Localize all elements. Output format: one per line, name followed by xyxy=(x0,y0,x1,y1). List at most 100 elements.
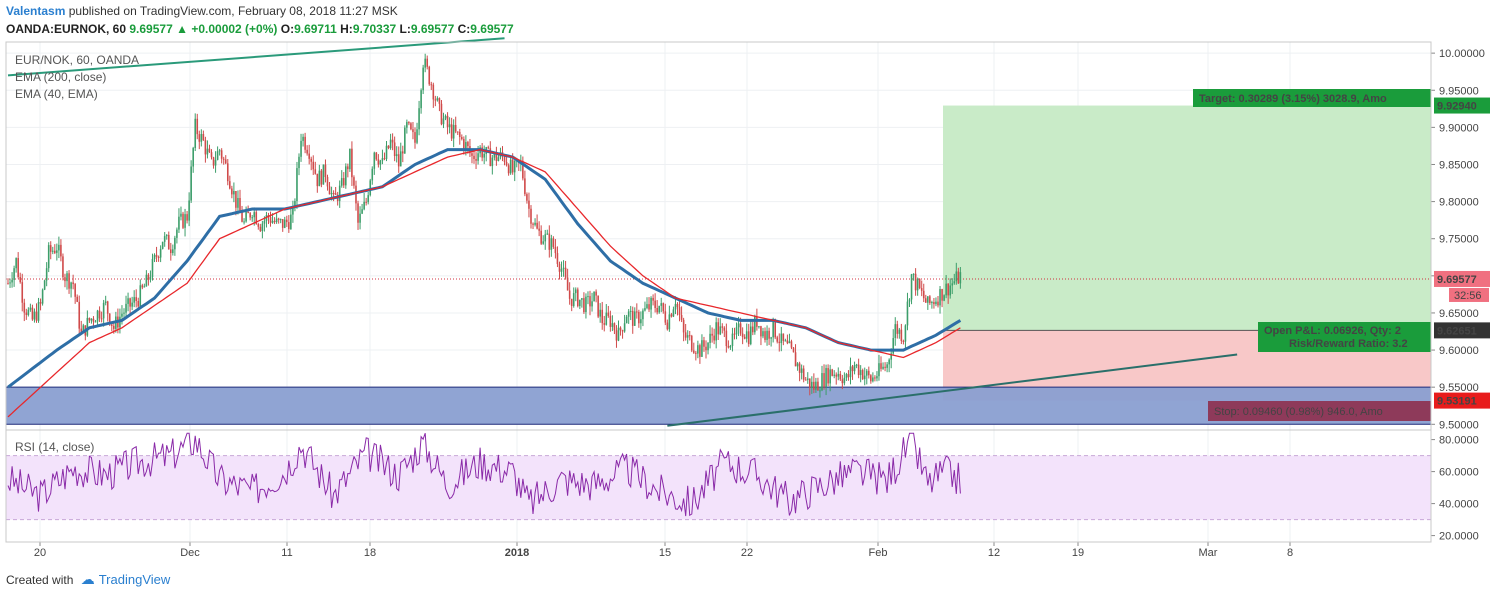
candle-body xyxy=(562,267,565,269)
target-zone[interactable] xyxy=(943,105,1431,331)
candle-body xyxy=(743,336,746,339)
candle-body xyxy=(747,331,750,345)
candle-body xyxy=(839,373,842,380)
candle-body xyxy=(611,323,614,327)
candle-body xyxy=(945,283,947,296)
candle-body xyxy=(605,312,608,325)
candle-body xyxy=(721,326,724,328)
candle-body xyxy=(682,319,685,333)
legend-ema40[interactable]: EMA (40, EMA) xyxy=(15,87,98,101)
open-value: 9.69711 xyxy=(294,22,337,36)
candle-body xyxy=(231,188,233,195)
legend-rsi[interactable]: RSI (14, close) xyxy=(15,440,95,454)
stop-label[interactable]: Stop: 0.09460 (0.98%) 946.0, Amo xyxy=(1208,401,1431,421)
support-zone[interactable] xyxy=(6,387,1431,425)
candle-body xyxy=(664,311,667,323)
candle-body xyxy=(381,158,384,161)
candle-body xyxy=(599,309,601,317)
candle-body xyxy=(351,148,353,178)
candle-body xyxy=(861,370,864,380)
candle-body xyxy=(941,289,943,301)
time-axis[interactable]: 20 Dec 11 18 2018 15 22 Feb 12 19 Mar 8 xyxy=(34,542,1293,559)
candle-body xyxy=(92,318,95,322)
candle-body xyxy=(491,157,494,167)
candle-body xyxy=(428,66,431,85)
candle-body xyxy=(300,140,302,157)
candle-body xyxy=(108,313,111,325)
candle-body xyxy=(387,145,390,149)
target-label[interactable]: Target: 0.30289 (3.15%) 3028.9, Amo xyxy=(1193,89,1431,107)
candle-body xyxy=(365,201,367,203)
candle-body xyxy=(931,302,933,304)
candle-body xyxy=(127,298,129,304)
candle-body xyxy=(330,192,333,195)
pnl-label[interactable]: Open P&L: 0.06926, Qty: 2 Risk/Reward Ra… xyxy=(1258,322,1431,352)
legend-symbol[interactable]: EUR/NOK, 60, OANDA xyxy=(15,53,140,67)
candle-body xyxy=(754,316,756,333)
candle-body xyxy=(644,308,646,311)
candle-body xyxy=(261,223,264,232)
candle-body xyxy=(707,342,709,351)
candle-body xyxy=(363,201,365,210)
stop-price-tag: 9.53191 xyxy=(1437,396,1477,408)
candle-body xyxy=(377,159,380,165)
candle-body xyxy=(815,381,817,390)
candle-body xyxy=(709,333,711,343)
candle-body xyxy=(583,298,585,313)
candle-body xyxy=(465,142,467,149)
candle-body xyxy=(324,164,327,177)
candle-body xyxy=(186,214,188,221)
candle-body xyxy=(613,323,616,331)
candle-body xyxy=(542,241,545,244)
candle-body xyxy=(475,159,477,161)
tradingview-link[interactable]: TradingView xyxy=(98,572,171,587)
price-change: +0.00002 (+0%) xyxy=(191,22,278,36)
candle-body xyxy=(334,193,337,195)
candle-body xyxy=(546,233,549,235)
candle-body xyxy=(733,333,736,335)
candle-body xyxy=(251,217,253,219)
candle-body xyxy=(758,326,760,328)
lower-trendline[interactable] xyxy=(667,353,1238,427)
candle-body xyxy=(62,256,64,278)
candle-body xyxy=(623,323,626,332)
candle-body xyxy=(340,178,343,186)
candle-body xyxy=(692,350,695,353)
candle-body xyxy=(37,302,40,321)
candle-body xyxy=(332,192,335,194)
candle-body xyxy=(226,163,229,182)
candle-body xyxy=(102,302,105,319)
candle-body xyxy=(58,244,60,251)
candle-body xyxy=(467,142,469,147)
rsi-axis[interactable]: 80.0000 60.0000 40.0000 20.0000 xyxy=(1431,435,1479,543)
candle-body xyxy=(74,284,76,297)
candle-body xyxy=(778,341,781,344)
candle-body xyxy=(503,156,506,162)
candle-body xyxy=(534,222,536,225)
candle-body xyxy=(249,213,251,218)
candle-body xyxy=(532,223,534,225)
candle-body xyxy=(811,381,813,388)
candle-body xyxy=(371,168,374,181)
candle-body xyxy=(379,160,382,165)
created-with-text: Created with xyxy=(6,573,74,587)
close-label: C: xyxy=(457,22,471,36)
risk-reward-text: Risk/Reward Ratio: 3.2 xyxy=(1289,338,1408,350)
candle-body xyxy=(279,219,282,221)
candle-body xyxy=(847,374,850,378)
candle-body xyxy=(404,127,406,154)
candle-body xyxy=(281,219,284,228)
candle-body xyxy=(804,379,807,381)
footer: Created with ☁ TradingView xyxy=(6,571,170,588)
legend-ema200[interactable]: EMA (200, close) xyxy=(15,70,107,84)
rsi-tick-label: 80.0000 xyxy=(1439,435,1479,447)
time-tick-label: Dec xyxy=(180,547,200,559)
candle-body xyxy=(247,211,249,214)
upper-trendline[interactable] xyxy=(7,37,505,77)
ema-40-line xyxy=(7,148,961,418)
candle-body xyxy=(745,331,748,339)
author-name[interactable]: Valentasm xyxy=(6,4,66,18)
candle-body xyxy=(121,313,123,317)
candle-body xyxy=(170,249,172,254)
